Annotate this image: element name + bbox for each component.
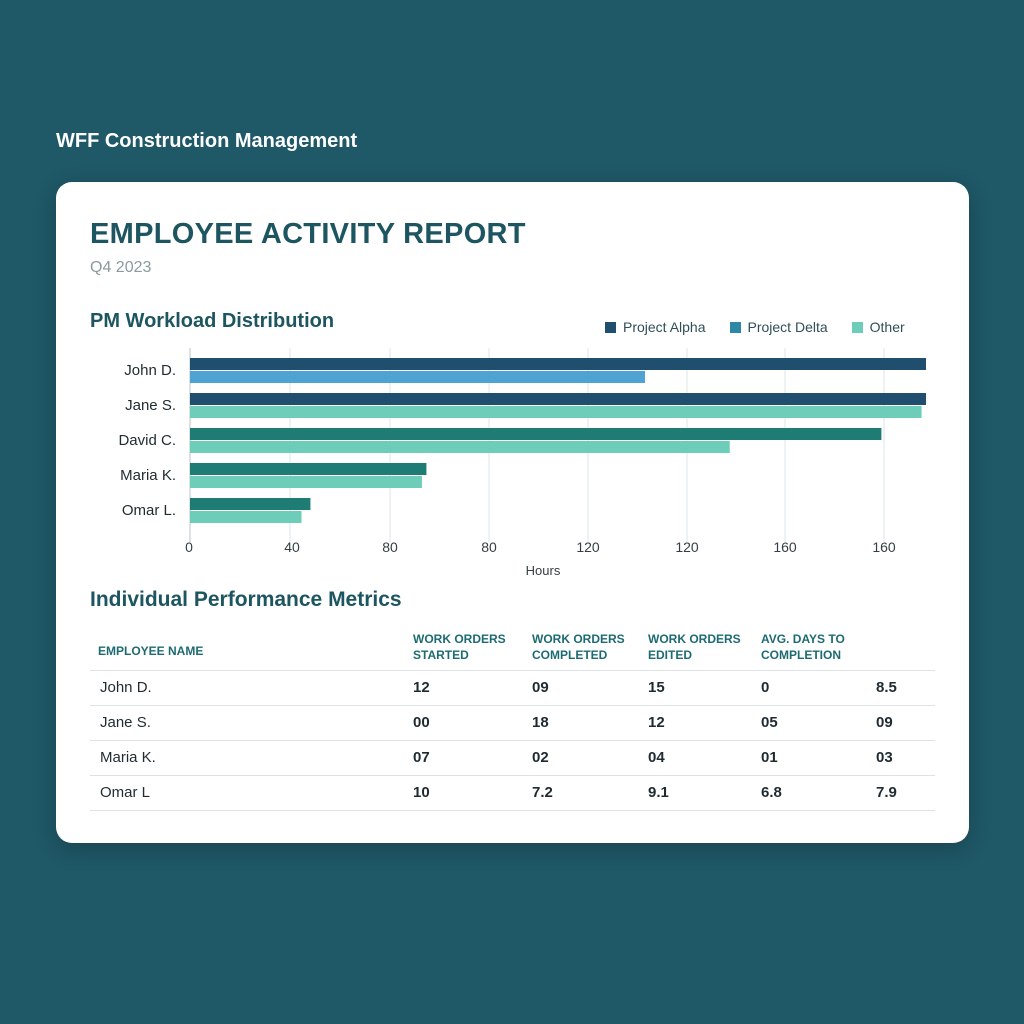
report-card: EMPLOYEE ACTIVITY REPORT Q4 2023 PM Work… bbox=[56, 182, 969, 843]
cell-edited: 15 bbox=[648, 679, 665, 696]
table-row: Maria K. 07 02 04 01 03 bbox=[90, 741, 935, 776]
legend-swatch bbox=[851, 321, 863, 333]
legend-label: Other bbox=[869, 319, 905, 335]
bar-bottom bbox=[190, 371, 645, 383]
cell-edited: 12 bbox=[648, 714, 665, 731]
workload-bar-chart: 0 40 80 80 120 120 160 160 Hours John D. Jane S. Da… bbox=[118, 348, 926, 578]
bar-top bbox=[190, 463, 427, 475]
category-label: Omar L. bbox=[122, 502, 176, 519]
table-row: Jane S. 00 18 12 05 09 bbox=[90, 706, 935, 741]
header-work-orders-completed: WORK ORDERS COMPLETED bbox=[532, 632, 625, 662]
x-tick-label: 40 bbox=[284, 539, 300, 555]
table-row: John D. 12 09 15 0 8.5 bbox=[90, 671, 935, 706]
metrics-table: EMPLOYEE NAME WORK ORDERS STARTED WORK OR… bbox=[90, 622, 935, 811]
bar-bottom bbox=[190, 476, 422, 488]
cell-extra: 09 bbox=[876, 714, 893, 731]
cell-name: Omar L bbox=[100, 784, 151, 801]
cell-completed: 7.2 bbox=[532, 784, 553, 801]
x-tick-label: 160 bbox=[872, 539, 896, 555]
bar-top bbox=[190, 428, 882, 440]
table-header: EMPLOYEE NAME WORK ORDERS STARTED WORK OR… bbox=[90, 622, 935, 671]
header-employee-name: EMPLOYEE NAME bbox=[98, 644, 204, 658]
cell-name: Jane S. bbox=[100, 714, 151, 731]
legend-swatch bbox=[729, 321, 741, 333]
legend-item-other: Other bbox=[851, 319, 905, 335]
chart-title: PM Workload Distribution bbox=[90, 310, 335, 332]
cell-name: John D. bbox=[100, 679, 152, 696]
company-name: WFF Construction Management bbox=[56, 130, 358, 152]
bar-top bbox=[190, 498, 311, 510]
x-tick-label: 120 bbox=[576, 539, 600, 555]
cell-edited: 9.1 bbox=[648, 784, 669, 801]
category-label: Maria K. bbox=[120, 467, 176, 484]
cell-started: 10 bbox=[413, 784, 430, 801]
category-label: David C. bbox=[118, 432, 176, 449]
cell-extra: 7.9 bbox=[876, 784, 897, 801]
cell-started: 12 bbox=[413, 679, 430, 696]
cell-avg-days: 01 bbox=[761, 749, 778, 766]
bar-top bbox=[190, 393, 926, 405]
bar-bottom bbox=[190, 406, 922, 418]
header-avg-days: AVG. DAYS TO COMPLETION bbox=[761, 632, 845, 662]
category-label: John D. bbox=[124, 362, 176, 379]
bar-top bbox=[190, 358, 926, 370]
bar-bottom bbox=[190, 511, 302, 523]
x-tick-label: 80 bbox=[481, 539, 497, 555]
header-work-orders-edited: WORK ORDERS EDITED bbox=[648, 632, 741, 662]
report-period: Q4 2023 bbox=[90, 259, 152, 276]
x-tick-label: 80 bbox=[382, 539, 398, 555]
chart-legend: Project Alpha Project Delta Other bbox=[605, 319, 905, 335]
cell-completed: 02 bbox=[532, 749, 549, 766]
legend-swatch bbox=[605, 321, 616, 333]
cell-started: 00 bbox=[413, 714, 430, 731]
header-work-orders-started: WORK ORDERS STARTED bbox=[413, 632, 506, 662]
cell-avg-days: 05 bbox=[761, 714, 778, 731]
table-row: Omar L 10 7.2 9.1 6.8 7.9 bbox=[90, 776, 935, 811]
legend-item-project-alpha: Project Alpha bbox=[605, 319, 706, 335]
cell-extra: 8.5 bbox=[876, 679, 897, 696]
cell-started: 07 bbox=[413, 749, 430, 766]
cell-avg-days: 6.8 bbox=[761, 784, 782, 801]
bar-bottom bbox=[190, 441, 730, 453]
x-tick-label: 160 bbox=[773, 539, 797, 555]
cell-avg-days: 0 bbox=[761, 679, 770, 696]
category-label: Jane S. bbox=[125, 397, 176, 414]
x-tick-label: 120 bbox=[675, 539, 699, 555]
legend-item-project-delta: Project Delta bbox=[729, 319, 828, 335]
cell-completed: 18 bbox=[532, 714, 549, 731]
cell-completed: 09 bbox=[532, 679, 549, 696]
x-axis-label: Hours bbox=[526, 563, 561, 578]
cell-extra: 03 bbox=[876, 749, 893, 766]
cell-name: Maria K. bbox=[100, 749, 156, 766]
metrics-title: Individual Performance Metrics bbox=[90, 588, 402, 611]
cell-edited: 04 bbox=[648, 749, 665, 766]
legend-label: Project Alpha bbox=[623, 319, 706, 335]
x-tick-label: 0 bbox=[185, 539, 193, 555]
report-title: EMPLOYEE ACTIVITY REPORT bbox=[90, 218, 526, 250]
legend-label: Project Delta bbox=[747, 319, 828, 335]
